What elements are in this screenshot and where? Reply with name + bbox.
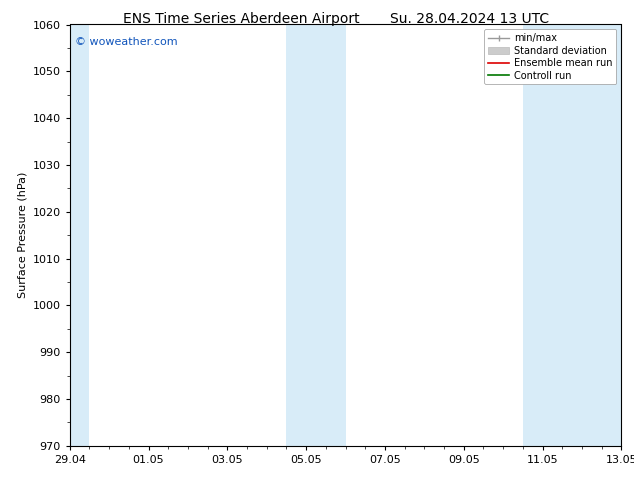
Text: ENS Time Series Aberdeen Airport: ENS Time Series Aberdeen Airport bbox=[122, 12, 359, 26]
Text: Su. 28.04.2024 13 UTC: Su. 28.04.2024 13 UTC bbox=[390, 12, 548, 26]
Bar bbox=[70, 24, 89, 446]
Y-axis label: Surface Pressure (hPa): Surface Pressure (hPa) bbox=[17, 172, 27, 298]
Bar bbox=[523, 24, 621, 446]
Bar bbox=[287, 24, 346, 446]
Legend: min/max, Standard deviation, Ensemble mean run, Controll run: min/max, Standard deviation, Ensemble me… bbox=[484, 29, 616, 84]
Text: © woweather.com: © woweather.com bbox=[75, 37, 178, 47]
